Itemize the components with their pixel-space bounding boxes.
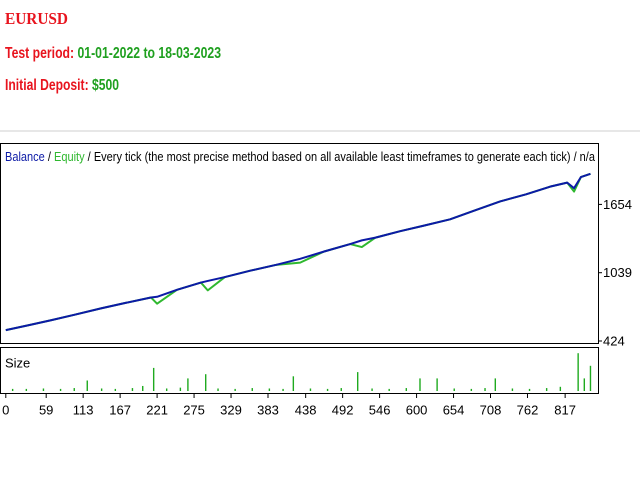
x-tick-label: 383 [257, 402, 279, 417]
size-bar [371, 388, 373, 391]
legend-equity: Equity [54, 149, 85, 164]
size-bar [589, 365, 592, 391]
x-tick-label: 600 [406, 402, 428, 417]
size-bar [583, 378, 586, 391]
size-bar [326, 388, 329, 391]
size-bar [419, 378, 421, 391]
size-bar [11, 388, 14, 391]
size-bar [282, 388, 284, 391]
x-tick-label: 167 [109, 402, 131, 417]
size-bar [309, 388, 312, 391]
size-bar [268, 388, 271, 391]
x-tick-label: 113 [73, 402, 94, 417]
test-period-value: 01-01-2022 to 18-03-2023 [78, 45, 222, 62]
x-tick-label: 438 [295, 402, 317, 417]
size-bar [114, 388, 117, 391]
size-bar [205, 374, 207, 391]
deposit-value: $500 [92, 77, 119, 94]
size-bar [388, 388, 390, 391]
legend-separator: / [88, 149, 91, 164]
size-bar [340, 388, 342, 391]
x-tick-label: 221 [146, 402, 168, 417]
size-bar [100, 388, 103, 391]
x-tick-label: 546 [369, 402, 391, 417]
legend: Balance / Equity / Every tick (the most … [5, 149, 596, 164]
size-bar [142, 385, 144, 391]
size-bar [217, 388, 219, 391]
size-bar [405, 388, 408, 391]
x-tick-label: 329 [220, 402, 242, 417]
size-bar [73, 388, 75, 391]
test-period: Test period: 01-01-2022 to 18-03-2023 [5, 45, 221, 62]
size-bar [545, 388, 548, 391]
size-bar [234, 388, 236, 391]
y-tick-label: 1654 [603, 197, 632, 212]
size-bar [152, 367, 155, 391]
symbol-title: EURUSD [5, 9, 68, 28]
main-panel [0, 143, 599, 344]
legend-balance: Balance [5, 149, 45, 164]
size-bar [165, 388, 168, 391]
legend-separator: / [48, 149, 51, 164]
size-bar [86, 380, 88, 391]
size-bar [25, 388, 28, 391]
size-bar [436, 378, 438, 391]
deposit-label: Initial Deposit: [5, 77, 89, 94]
size-bar [559, 386, 562, 391]
size-bar [42, 388, 45, 391]
y-tick-label: 424 [603, 333, 625, 348]
size-bar [511, 388, 514, 391]
size-bar [187, 378, 189, 391]
x-tick-label: 654 [443, 402, 465, 417]
size-bar [470, 388, 473, 391]
size-panel [0, 347, 599, 394]
size-bar [528, 388, 531, 391]
x-tick-label: 275 [183, 402, 205, 417]
x-tick-label: 492 [332, 402, 354, 417]
size-bar [494, 378, 497, 391]
initial-deposit: Initial Deposit: $500 [5, 77, 119, 94]
size-bar [131, 388, 134, 391]
y-tick-label: 1039 [603, 265, 632, 280]
size-label: Size [5, 355, 30, 370]
test-period-label: Test period: [5, 45, 74, 62]
size-bar [484, 388, 486, 391]
size-bar [59, 388, 62, 391]
size-bar [292, 376, 295, 391]
size-bar [577, 353, 579, 391]
size-bar [356, 372, 359, 391]
x-tick-label: 59 [39, 402, 53, 417]
legend-description: Every tick (the most precise method base… [94, 149, 596, 164]
x-tick-label: 817 [554, 402, 576, 417]
x-tick-label: 762 [517, 402, 539, 417]
x-tick-label: 0 [2, 402, 9, 417]
size-bar [453, 388, 455, 391]
series-line [5, 172, 591, 332]
x-tick-label: 708 [480, 402, 502, 417]
size-bar [179, 387, 182, 391]
size-bar [251, 388, 253, 391]
